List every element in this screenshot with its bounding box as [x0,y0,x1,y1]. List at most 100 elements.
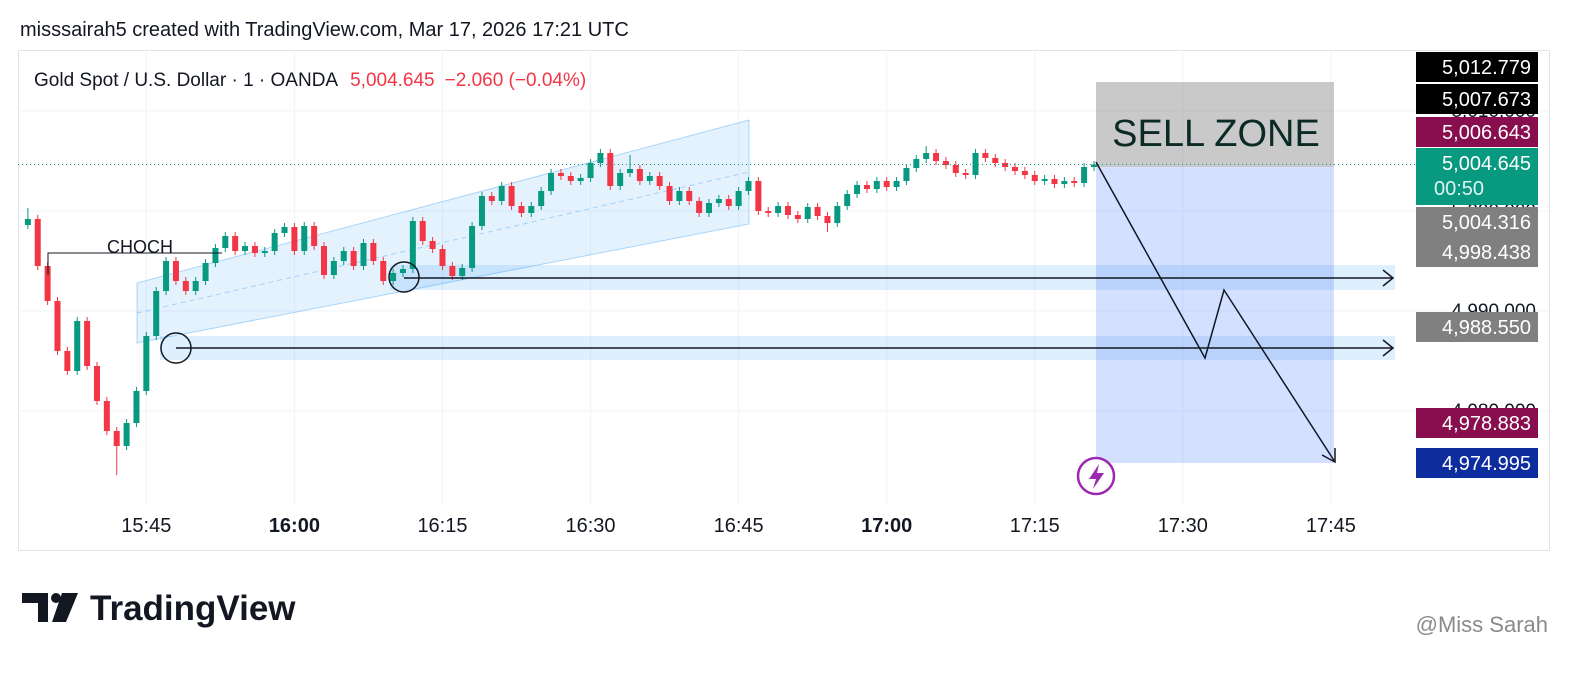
candle-body [429,241,436,249]
candle-body [508,186,515,206]
candle-body [488,196,495,201]
candle-body [784,206,791,215]
candle-body [854,185,861,194]
price-badge-label: 4,974.995 [1442,453,1531,475]
price-badge [1416,207,1538,237]
choch-line [47,252,222,275]
candle-body [548,173,555,191]
candle-body [54,301,61,351]
arrow-head [1382,339,1395,357]
candle-body [656,176,663,186]
change: −2.060 (−0.04%) [445,70,587,91]
candle-body [952,165,959,173]
price-badge-label: 5,007.673 [1442,89,1531,111]
candle-body [1002,163,1009,167]
symbol-line: Gold Spot / U.S. Dollar · 1 · OANDA 5,004… [34,70,586,91]
candle-body [103,401,110,431]
sell-zone-box [1096,82,1334,167]
candle-body [350,251,357,266]
candle-body [528,206,535,213]
candle-body [982,153,989,158]
price-badge [1416,408,1538,438]
candle-body [577,178,584,181]
price-badge [1416,237,1538,267]
price-badge-label: 4,978.883 [1442,413,1531,435]
price-badge-label: 4,998.438 [1442,242,1531,264]
candle-body [972,153,979,175]
candle-body [459,268,466,276]
candle-body [617,173,624,186]
symbol: Gold Spot / U.S. Dollar · 1 · OANDA [34,70,338,91]
candle-body [518,206,525,213]
tradingview-logo: TradingView [22,589,296,628]
candle-body [913,159,920,168]
candle-body [133,391,140,423]
candle-body [291,227,298,251]
candle-body [557,173,564,176]
price-badge [1416,117,1538,147]
price-badge [1416,84,1538,114]
candle-body [706,203,712,213]
candle-body [804,207,811,219]
last-price: 5,004.645 [350,70,435,91]
candle-body [399,269,406,273]
candle-body [923,153,930,159]
candle-body [251,246,258,253]
candle-body [242,246,249,251]
candle-body [992,158,999,163]
candle-body [1041,179,1048,181]
target-box [1096,167,1334,463]
candle-body [597,153,604,163]
candle-body [281,227,288,233]
candle-body [84,321,91,366]
candle-body [360,243,367,266]
candle-body [409,221,416,269]
candle-body [449,266,456,276]
candle-body [775,206,782,213]
sell-zone-label: SELL ZONE [1112,113,1320,155]
candle-body [587,163,594,178]
candle-body [607,153,614,186]
candles [18,146,1416,475]
candle-body [745,181,752,191]
price-badge-label: 4,988.550 [1442,317,1531,339]
countdown: 00:50 [1434,178,1484,200]
candle-body [686,191,693,201]
candle-body [143,336,150,391]
candle-body [567,176,574,181]
x-tick-label: 16:45 [714,515,764,537]
logo-mark [51,593,61,603]
candle-body [301,226,308,251]
channel [136,119,750,344]
candle-body [1021,171,1028,175]
candle-body [627,169,634,173]
candle-body [696,201,703,213]
price-badge [1416,52,1538,82]
candle-body [962,173,969,175]
candle-body [735,191,742,206]
candle-body [824,216,831,223]
candle-body [844,194,851,206]
choch-label: CHOCH [107,237,173,257]
x-tick-label: 17:30 [1158,515,1208,537]
candle-body [261,251,268,253]
candle-body [34,219,41,266]
projection-path [1095,161,1336,463]
x-tick-label: 16:30 [566,515,616,537]
candle-body [44,266,51,301]
candle-body [469,226,476,268]
candle-body [1031,175,1038,181]
candle-body [1071,181,1078,183]
candle-body [1061,181,1068,184]
candle-body [794,215,801,219]
candle-body [340,251,347,261]
price-badge-label: 5,006.643 [1442,122,1531,144]
candle-body [390,273,397,281]
candle-body [93,366,100,401]
x-tick-label: 17:15 [1010,515,1060,537]
candle-body [123,423,130,446]
candle-body [498,186,505,201]
arrow-head [1321,448,1336,464]
price-scale: 5,012.779 5,007.673 5,006.643 5,004.645 00:5… [1416,52,1538,478]
